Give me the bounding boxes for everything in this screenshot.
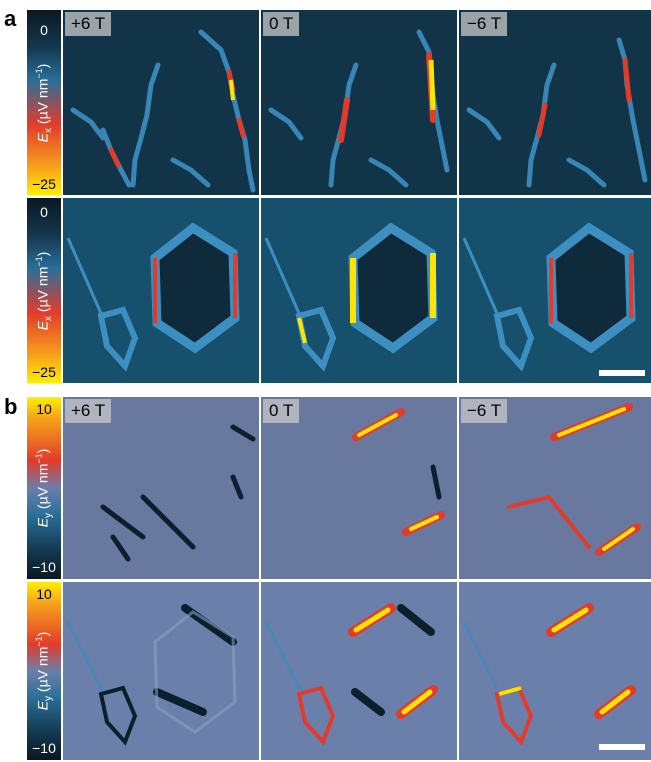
colorbar-bottom-tick: −25 (32, 176, 56, 192)
field-label: −6 T (461, 399, 508, 423)
field-label: +6 T (65, 12, 112, 36)
colorbar-ey-top: 10 Ey (µV nm−1) −10 (27, 397, 61, 579)
colorbar-bottom-tick: −10 (32, 559, 56, 575)
colorbar-bottom-tick: −25 (32, 364, 56, 380)
image-a-sim-pos (63, 198, 259, 383)
image-b-exp-zero: 0 T (261, 397, 457, 579)
colorbar-label: Ey (µV nm−1) (33, 631, 55, 711)
field-label: 0 T (263, 12, 300, 36)
panel-b-label: b (4, 394, 18, 419)
colorbar-ey-bottom: 10 Ey (µV nm−1) −10 (27, 582, 61, 760)
image-a-exp-zero: 0 T (261, 10, 457, 195)
colorbar-ex-bottom: 0 Ex (µV nm−1) −25 (27, 198, 61, 383)
colorbar-top-tick: 10 (36, 586, 52, 602)
image-a-sim-neg (459, 198, 651, 383)
colorbar-label: Ey (µV nm−1) (33, 448, 55, 528)
colorbar-top-tick: 10 (36, 401, 52, 417)
image-a-exp-pos: +6 T (63, 10, 259, 195)
image-b-sim-neg (459, 582, 651, 760)
colorbar-label: Ex (µV nm−1) (33, 63, 55, 142)
field-label: 0 T (263, 399, 300, 423)
image-b-sim-pos (63, 582, 259, 760)
colorbar-ex-top: 0 Ex (µV nm−1) −25 (27, 10, 61, 195)
image-b-sim-zero (261, 582, 457, 760)
image-a-exp-neg: −6 T (459, 10, 651, 195)
colorbar-bottom-tick: −10 (32, 740, 56, 756)
colorbar-top-tick: 0 (40, 22, 48, 38)
colorbar-top-tick: 0 (40, 204, 48, 220)
image-b-exp-pos: +6 T (63, 397, 259, 579)
field-label: −6 T (461, 12, 508, 36)
image-b-exp-neg: −6 T (459, 397, 651, 579)
colorbar-label: Ex (µV nm−1) (33, 251, 55, 330)
panel-a-label: a (4, 6, 17, 31)
scale-bar (599, 370, 645, 376)
scale-bar (599, 744, 645, 750)
field-label: +6 T (65, 399, 112, 423)
image-a-sim-zero (261, 198, 457, 383)
